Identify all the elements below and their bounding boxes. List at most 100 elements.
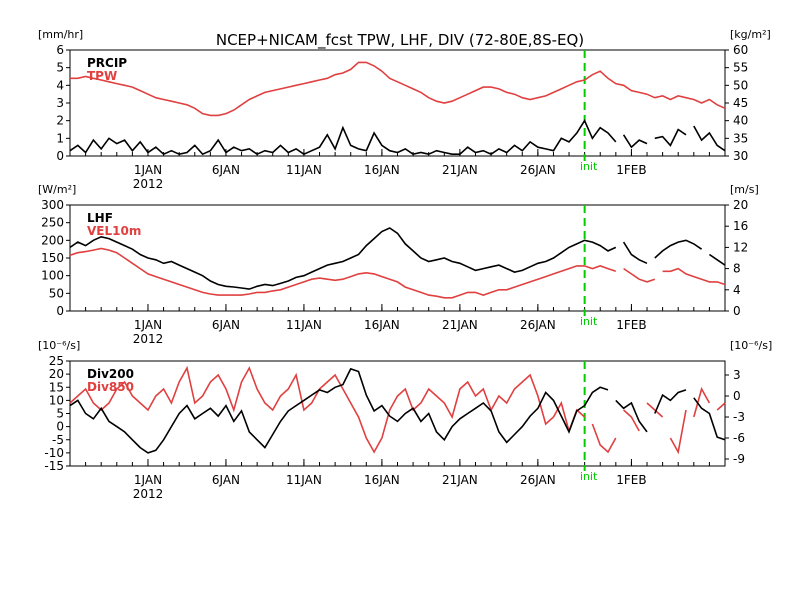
legend-Div200: Div200: [87, 367, 134, 381]
series-line-Div850: [591, 423, 617, 454]
left-unit-label: [10⁻⁶/s]: [38, 339, 80, 352]
panel-frame: [69, 204, 726, 312]
y-tick-label-left: 15: [49, 380, 64, 394]
x-tick-label: 1JAN: [134, 318, 162, 332]
right-unit-label: [m/s]: [730, 183, 759, 196]
series-line-PRCIP: [654, 128, 687, 147]
x-tick-label: 6JAN: [212, 318, 240, 332]
series-line-LHF: [654, 239, 703, 259]
y-tick-label-left: -15: [44, 459, 64, 473]
y-tick-label-right: 50: [733, 78, 748, 92]
init-label: init: [580, 470, 598, 483]
y-tick-label-left: 5: [56, 61, 64, 75]
y-tick-label-right: 4: [733, 283, 741, 297]
x-tick-label: 11JAN: [286, 318, 322, 332]
y-tick-label-right: 35: [733, 131, 748, 145]
right-unit-label: [kg/m²]: [730, 28, 771, 41]
y-tick-label-right: -3: [733, 410, 745, 424]
init-label: init: [580, 160, 598, 173]
y-tick-label-left: 0: [56, 149, 64, 163]
left-unit-label: [mm/hr]: [38, 28, 83, 41]
x-tick-label: 11JAN: [286, 163, 322, 177]
x-tick-label: 16JAN: [364, 163, 400, 177]
left-unit-label: [W/m²]: [38, 183, 76, 196]
series-line-Div200: [615, 399, 648, 433]
y-tick-label-left: 0: [56, 304, 64, 318]
x-tick-label: 11JAN: [286, 473, 322, 487]
y-tick-label-left: 150: [41, 251, 64, 265]
series-line-Div850: [623, 409, 640, 432]
series-line-Div850: [69, 365, 586, 454]
series-line-LHF: [69, 227, 617, 290]
y-tick-label-right: -6: [733, 431, 745, 445]
right-unit-label: [10⁻⁶/s]: [730, 339, 772, 352]
x-tick-label: 1JAN: [134, 473, 162, 487]
y-tick-label-right: 55: [733, 61, 748, 75]
x-tick-label: 1FEB: [616, 318, 646, 332]
y-tick-label-right: 20: [733, 198, 748, 212]
series-line-Div850: [716, 402, 726, 411]
legend-TPW: TPW: [87, 69, 117, 83]
series-line-PRCIP: [622, 134, 648, 149]
x-year-label: 2012: [133, 487, 164, 501]
y-tick-label-right: 3: [733, 368, 741, 382]
series-line-Div850: [693, 386, 711, 418]
y-tick-label-right: 8: [733, 262, 741, 276]
y-tick-label-left: 3: [56, 96, 64, 110]
y-tick-label-left: 0: [56, 420, 64, 434]
series-line-Div850: [669, 409, 687, 455]
series-line-PRCIP: [69, 119, 617, 156]
series-line-LHF: [708, 253, 726, 266]
series-line-VEL10m: [662, 267, 726, 286]
y-tick-label-right: 45: [733, 96, 748, 110]
legend-VEL10m: VEL10m: [87, 224, 141, 238]
y-tick-label-left: 200: [41, 233, 64, 247]
legend-LHF: LHF: [87, 211, 113, 225]
y-tick-label-left: 100: [41, 269, 64, 283]
x-tick-label: 21JAN: [442, 318, 478, 332]
init-label: init: [580, 315, 598, 328]
y-tick-label-right: 16: [733, 219, 748, 233]
series-line-Div850: [646, 402, 664, 418]
x-tick-label: 26JAN: [520, 473, 556, 487]
series-line-VEL10m: [623, 267, 656, 283]
y-tick-label-right: -9: [733, 452, 745, 466]
legend-PRCIP: PRCIP: [87, 56, 127, 70]
y-tick-label-right: 12: [733, 240, 748, 254]
x-tick-label: 1FEB: [616, 163, 646, 177]
y-tick-label-left: 6: [56, 43, 64, 57]
y-tick-label-right: 40: [733, 114, 748, 128]
y-tick-label-right: 60: [733, 43, 748, 57]
series-line-Div200: [654, 389, 687, 414]
series-line-Div200: [69, 367, 609, 454]
y-tick-label-left: 25: [49, 354, 64, 368]
series-line-LHF: [622, 241, 648, 265]
y-tick-label-left: -5: [52, 433, 64, 447]
x-tick-label: 26JAN: [520, 318, 556, 332]
x-tick-label: 16JAN: [364, 318, 400, 332]
x-tick-label: 16JAN: [364, 473, 400, 487]
series-line-Div200: [693, 397, 726, 441]
x-tick-label: 6JAN: [212, 163, 240, 177]
y-tick-label-left: 20: [49, 367, 64, 381]
y-tick-label-left: 5: [56, 407, 64, 421]
y-tick-label-right: 30: [733, 149, 748, 163]
series-line-PRCIP: [693, 125, 726, 152]
x-tick-label: 6JAN: [212, 473, 240, 487]
x-tick-label: 21JAN: [442, 163, 478, 177]
y-tick-label-right: 0: [733, 389, 741, 403]
x-tick-label: 1JAN: [134, 163, 162, 177]
y-tick-label-left: 250: [41, 216, 64, 230]
chart-title: NCEP+NICAM_fcst TPW, LHF, DIV (72-80E,8S…: [216, 31, 584, 50]
y-tick-label-left: 50: [49, 286, 64, 300]
x-year-label: 2012: [133, 332, 164, 346]
y-tick-label-left: 4: [56, 78, 64, 92]
y-tick-label-left: -10: [44, 446, 64, 460]
y-tick-label-left: 1: [56, 131, 64, 145]
x-tick-label: 26JAN: [520, 163, 556, 177]
y-tick-label-left: 2: [56, 114, 64, 128]
series-line-TPW: [70, 61, 726, 117]
x-tick-label: 1FEB: [616, 473, 646, 487]
